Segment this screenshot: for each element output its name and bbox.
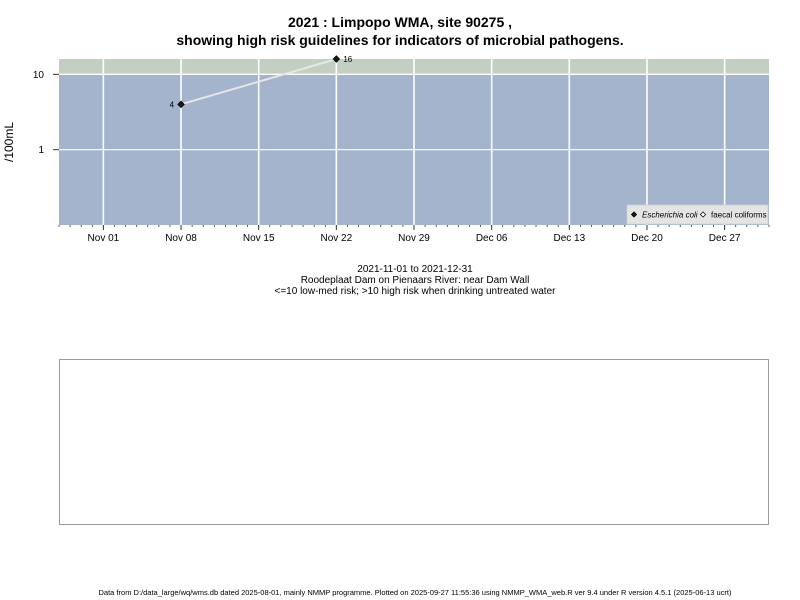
y-axis-label: /100mL — [2, 122, 16, 162]
data-point — [332, 55, 341, 63]
y-axis: 1 10 — [33, 70, 59, 156]
data-point — [177, 100, 185, 109]
legend-box — [626, 204, 769, 225]
location-caption: Roodeplaat Dam on Pienaars River: near D… — [300, 275, 530, 286]
series-line — [180, 58, 337, 106]
legend: Escherichia coli faecal coliforms — [626, 204, 769, 225]
date-range-caption: 2021-11-01 to 2021-12-31 — [357, 264, 473, 275]
chart-title: 2021 : Limpopo WMA, site 90275 , — [287, 14, 513, 30]
risk-note-caption: <=10 low-med risk; >10 high risk when dr… — [274, 286, 556, 297]
y-tick-label: 10 — [33, 70, 45, 81]
x-tick-label: Nov 08 — [165, 233, 197, 244]
data-label: 16 — [343, 55, 352, 64]
x-tick-label: Dec 06 — [476, 233, 508, 244]
chart-subtitle: showing high risk guidelines for indicat… — [176, 32, 624, 48]
y-tick-label: 1 — [38, 145, 44, 156]
x-tick-label: Dec 20 — [631, 233, 663, 244]
empty-plot-panel — [59, 359, 769, 525]
legend-marker — [630, 211, 638, 218]
data-label: 4 — [170, 100, 175, 109]
x-tick-label: Nov 22 — [321, 233, 353, 244]
footer-note: Data from D:/data_large/wq/wms.db dated … — [98, 588, 732, 597]
x-tick-label: Nov 15 — [243, 233, 275, 244]
x-axis: Nov 01 Nov 08 Nov 15 Nov 22 Nov 29 Dec 06 Dec … — [58, 225, 770, 244]
x-tick-label: Dec 13 — [553, 233, 585, 244]
x-tick-label: Dec 27 — [709, 233, 741, 244]
legend-label: faecal coliforms — [711, 211, 767, 220]
chart-canvas: Nov 01 Nov 08 Nov 15 Nov 22 Nov 29 Dec 06 Dec … — [2, 55, 770, 244]
legend-marker — [699, 211, 707, 218]
series-layer: 4 16 — [170, 55, 353, 109]
legend-label: Escherichia coli — [642, 211, 698, 220]
x-tick-label: Nov 29 — [398, 233, 430, 244]
x-tick-label: Nov 01 — [88, 233, 120, 244]
